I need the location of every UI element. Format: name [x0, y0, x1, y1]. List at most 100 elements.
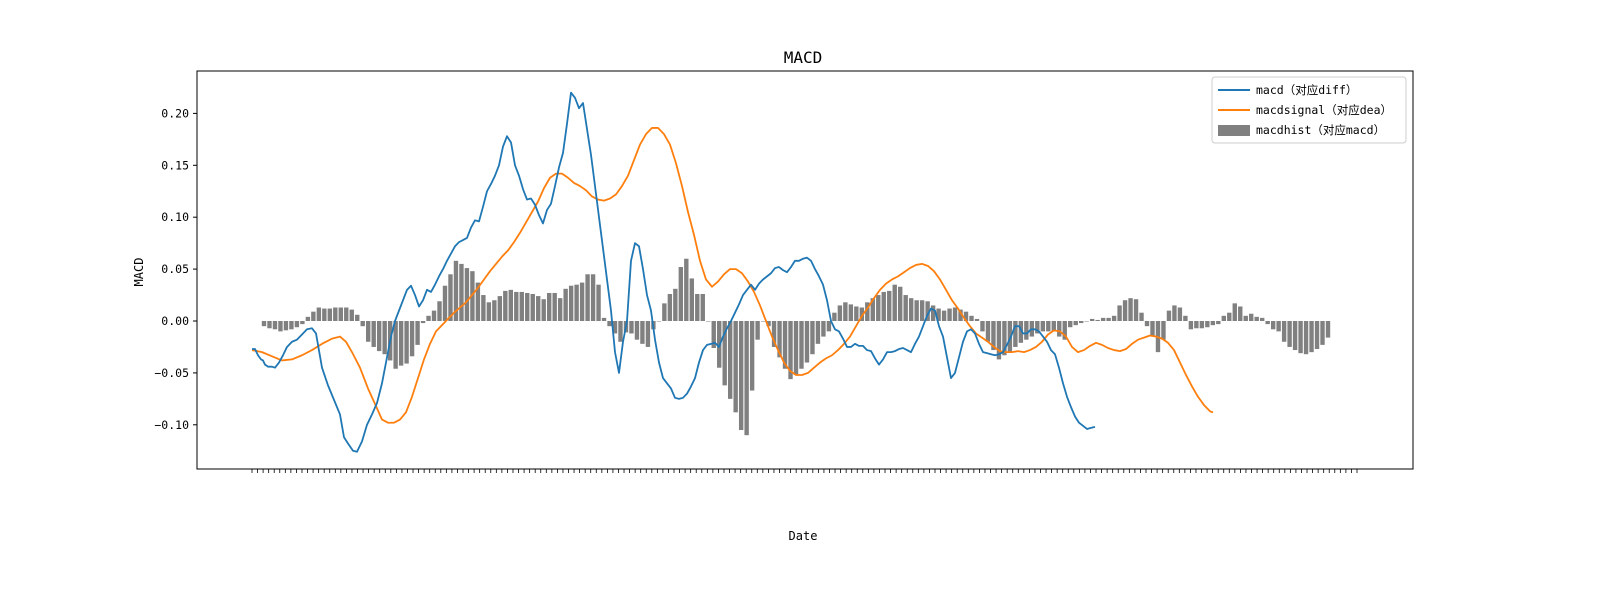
macdhist-bar	[382, 321, 387, 355]
macdhist-bar	[1188, 321, 1194, 330]
macdhist-bar	[1095, 319, 1100, 321]
macdhist-bar	[1122, 300, 1128, 321]
macdhist-bar	[898, 286, 903, 321]
macdhist-bar	[1232, 303, 1237, 321]
macdhist-bar	[420, 321, 426, 324]
macdhist-bar	[574, 284, 579, 321]
macdhist-bar	[563, 288, 568, 321]
macdhist-bar	[338, 307, 343, 321]
macdhist-bar	[991, 321, 996, 351]
macdhist-bar	[1139, 312, 1144, 321]
macdhist-bar	[1002, 321, 1007, 356]
macdhist-bar	[870, 298, 875, 321]
macdhist-bar	[519, 291, 524, 321]
macdhist-bar	[1117, 305, 1122, 321]
macdhist-bar	[261, 321, 267, 327]
macdhist-bar	[366, 321, 371, 342]
macdhist-bar	[974, 318, 980, 321]
y-tick-label: 0.20	[161, 106, 189, 120]
macdhist-bars	[261, 258, 1331, 436]
macdhist-bar	[393, 321, 398, 369]
macdhist-bar	[832, 312, 837, 321]
macdhist-bar	[590, 274, 596, 321]
macdhist-bar	[640, 321, 645, 344]
macdhist-bar	[398, 321, 404, 366]
macdhist-bar	[826, 321, 832, 332]
macdhist-bar	[1292, 321, 1298, 351]
macdhist-bar	[585, 274, 590, 321]
macdhist-bar	[1079, 321, 1084, 324]
macdhist-bar	[1161, 321, 1166, 340]
macdhist-bar	[1276, 321, 1281, 332]
macdhist-bar	[530, 294, 535, 321]
macdhist-bar	[453, 260, 459, 321]
macdhist-bar	[316, 307, 322, 321]
macdhist-bar	[305, 316, 311, 321]
macdhist-bar	[782, 321, 788, 369]
macdhist-bar	[1314, 321, 1320, 350]
macdhist-bar	[985, 321, 991, 342]
macdhist-bar	[547, 292, 552, 321]
macdhist-bar	[508, 289, 513, 321]
macdhist-bar	[941, 310, 947, 321]
y-tick-label: −0.05	[154, 366, 189, 380]
macdhist-bar	[865, 302, 870, 321]
macdhist-bar	[568, 285, 574, 321]
chart-title: MACD	[784, 48, 823, 67]
macdhist-bar	[426, 315, 431, 321]
macdhist-bar	[634, 321, 640, 340]
macdhist-bar	[1040, 321, 1045, 332]
macdhist-bar	[815, 321, 821, 344]
macdhist-bar	[404, 321, 409, 364]
macdhist-bar	[1298, 321, 1303, 354]
macdhist-bar	[925, 301, 930, 321]
macdhist-bar	[1100, 317, 1106, 321]
legend: macd（对应diff） macdsignal（对应dea） macdhist（…	[1211, 76, 1407, 144]
macdhist-bar	[1320, 321, 1325, 345]
macdhist-bar	[936, 308, 941, 321]
macdhist-bar	[700, 294, 705, 321]
macdhist-bar	[552, 292, 557, 321]
macdhist-bar	[903, 295, 908, 321]
macdhist-bar	[678, 267, 684, 321]
macdhist-bar	[431, 310, 437, 321]
macdhist-bar	[854, 306, 859, 321]
macdhist-bar	[908, 298, 914, 321]
macdhist-bar	[579, 282, 585, 321]
macdhist-bar	[673, 288, 678, 321]
macdhist-bar	[355, 314, 360, 321]
macdhist-bar	[376, 321, 382, 352]
macdhist-bar	[749, 321, 755, 391]
macdhist-bar	[464, 268, 470, 321]
macdhist-bar	[881, 291, 886, 321]
macdhist-bar	[1287, 321, 1292, 347]
macdhist-bar	[459, 263, 464, 321]
macdhist-bar	[1221, 315, 1226, 321]
macdhist-bar	[722, 321, 727, 386]
macdhist-bar	[503, 290, 508, 321]
macdhist-bar	[1150, 321, 1155, 337]
macdhist-bar	[1183, 315, 1188, 321]
macdhist-bar	[1046, 321, 1051, 332]
macdhist-bar	[409, 321, 415, 357]
macdhist-bar	[755, 321, 760, 340]
macdhist-bar	[711, 321, 716, 348]
y-tick-label: −0.10	[154, 418, 189, 432]
macdhist-bar	[777, 321, 782, 358]
macdhist-bar	[662, 303, 667, 321]
macdhist-bar	[1265, 321, 1270, 325]
macdhist-bar	[684, 258, 689, 321]
macdhist-bar	[360, 321, 365, 327]
legend-label-macdsignal: macdsignal（对应dea）	[1256, 103, 1392, 117]
macdhist-bar	[1051, 321, 1056, 332]
macdhist-bar	[1013, 321, 1018, 347]
macdhist-bar	[344, 307, 349, 321]
macdhist-bar	[1309, 321, 1314, 353]
macdhist-bar	[760, 321, 766, 322]
macdhist-bar	[311, 311, 316, 321]
macdhist-bar	[1199, 321, 1205, 329]
macdhist-bar	[525, 292, 530, 321]
macdhist-bar	[914, 300, 919, 321]
macdhist-bar	[843, 302, 848, 321]
